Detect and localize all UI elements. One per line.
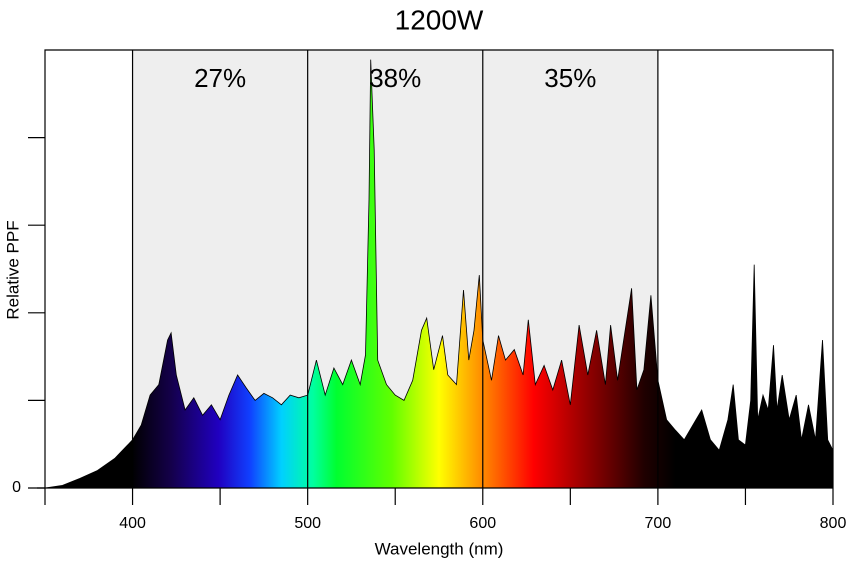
x-tick-label: 600 [469, 515, 496, 532]
x-tick-label: 700 [645, 515, 672, 532]
x-tick-label: 500 [294, 515, 321, 532]
y-tick-label: 0 [12, 479, 21, 496]
x-axis-label: Wavelength (nm) [375, 539, 504, 558]
region-label: 35% [544, 63, 596, 93]
x-tick-label: 400 [119, 515, 146, 532]
y-axis-label: Relative PPF [3, 220, 22, 319]
region-label: 38% [369, 63, 421, 93]
frame [44, 49, 834, 488]
chart-title: 1200W [395, 4, 484, 35]
x-tick-label: 800 [820, 515, 847, 532]
region-label: 27% [194, 63, 246, 93]
regions [132, 50, 658, 488]
